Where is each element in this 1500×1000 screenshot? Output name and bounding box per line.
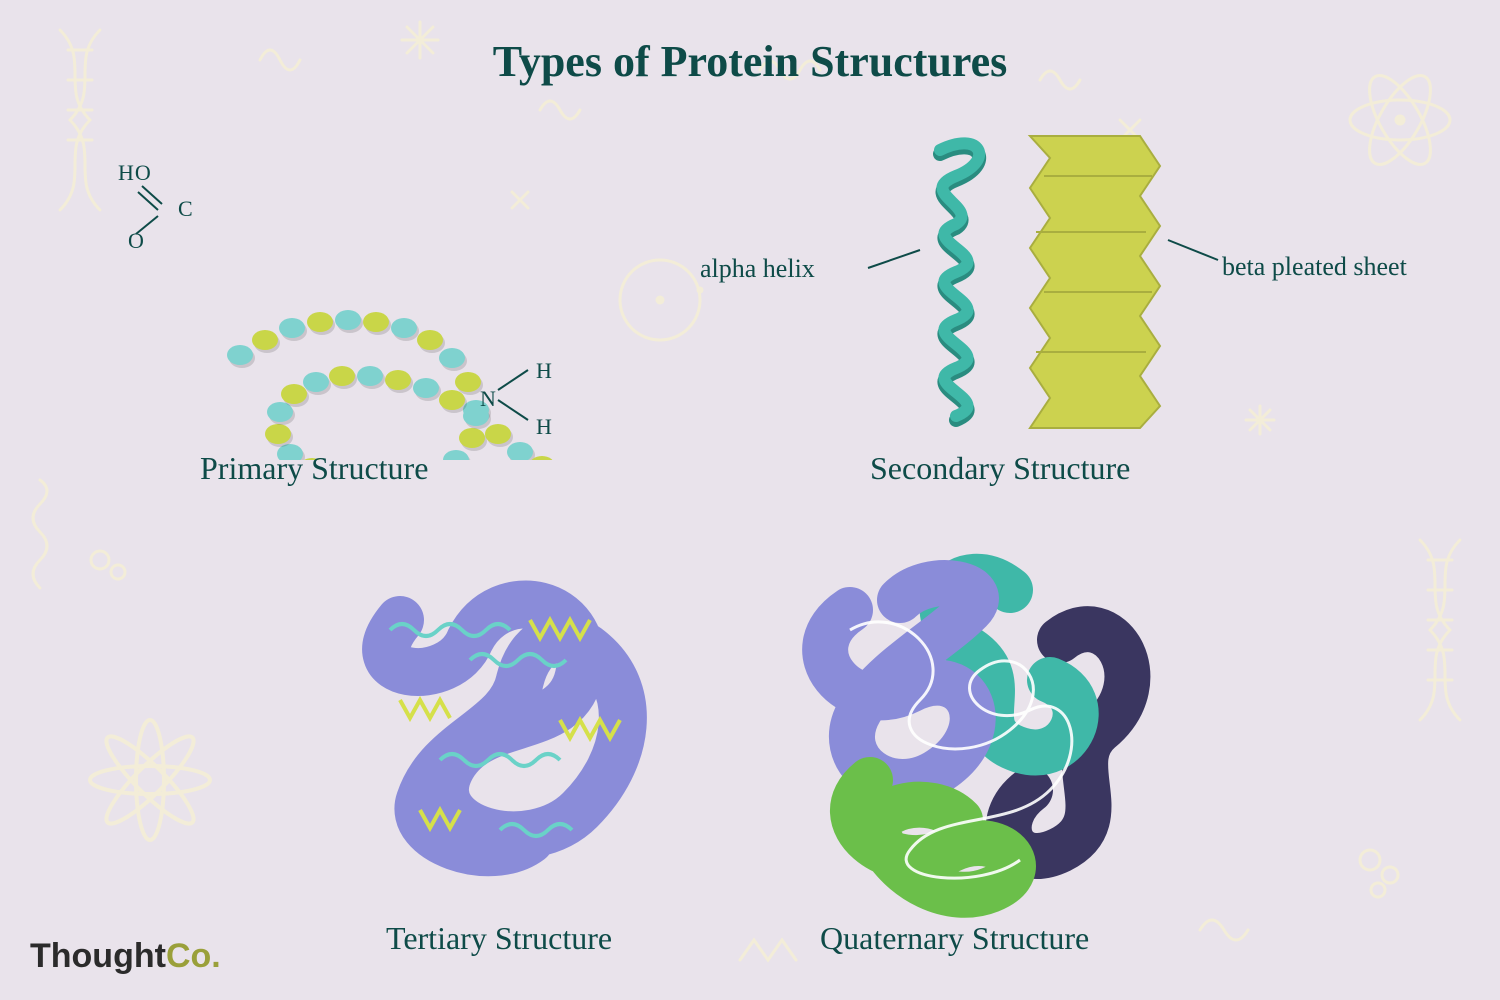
quaternary-structure-diagram [760,520,1180,920]
primary-structure-diagram [80,130,640,460]
quaternary-caption: Quaternary Structure [820,920,1089,957]
primary-caption: Primary Structure [200,450,428,487]
chem-ho: HO [118,160,152,186]
logo-a: Thought [30,937,166,975]
tertiary-caption: Tertiary Structure [386,920,612,957]
chem-o: O [128,228,145,254]
page-title: Types of Protein Structures [0,36,1500,87]
chem-h1: H [536,358,553,384]
chem-h2: H [536,414,553,440]
chem-n: N [480,386,497,412]
secondary-structure-diagram [820,130,1280,450]
alpha-helix-label: alpha helix [700,254,815,284]
beta-sheet-label: beta pleated sheet [1222,252,1407,282]
chem-c: C [178,196,194,222]
logo-b: Co. [166,937,221,975]
tertiary-structure-diagram [330,540,690,900]
secondary-caption: Secondary Structure [870,450,1130,487]
brand-logo: ThoughtCo. [30,937,221,976]
